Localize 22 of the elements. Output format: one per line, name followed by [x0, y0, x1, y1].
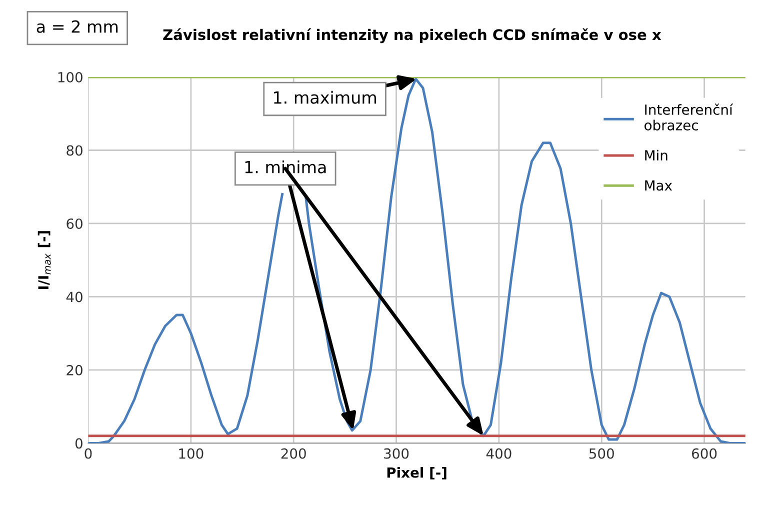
- text: a = 2 mm: [36, 20, 118, 33]
- legend-label: Interferenční obrazec: [644, 104, 734, 130]
- y-tick-label: 20: [66, 364, 82, 376]
- x-tick-label: 300: [384, 448, 409, 459]
- y-tick-label: 0: [75, 438, 82, 449]
- x-tick-label: 400: [486, 448, 512, 459]
- x-axis-title: Pixel [-]: [387, 467, 446, 480]
- x-tick-label: 600: [692, 448, 717, 459]
- x-tick-label: 0: [84, 448, 92, 459]
- y-tick-label: 40: [66, 292, 82, 302]
- x-tick-label: 500: [589, 448, 614, 459]
- annotation: 1. minima: [245, 160, 326, 174]
- y-tick-label: 60: [66, 218, 82, 229]
- legend-label: Min: [645, 150, 668, 160]
- y-tick-label: 100: [58, 72, 82, 82]
- x-tick-label: 100: [179, 448, 204, 459]
- chart-title: Závislost relativní intenzity na pixelech CCD snímače v ose x: [163, 28, 662, 44]
- y-tick-label: 80: [66, 145, 82, 156]
- y-axis-title: I/I$_{max}$ [-]: [38, 231, 51, 290]
- x-tick-label: 200: [281, 448, 306, 459]
- legend-label: Max: [645, 180, 672, 191]
- annotation: 1. maximum: [274, 90, 376, 104]
